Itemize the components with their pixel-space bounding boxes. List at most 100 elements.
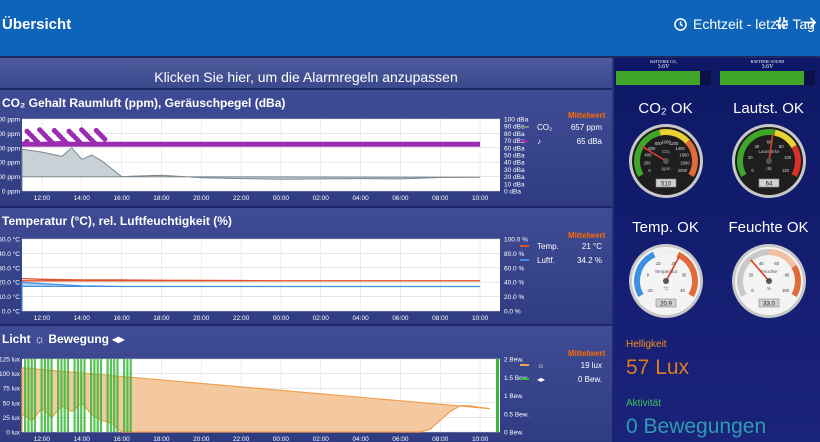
co2-sound-chart: 2500 ppm 2000 ppm 1500 ppm 1000 ppm 500 ppm 0…: [0, 117, 603, 203]
gauge-tick: 400: [644, 153, 652, 158]
gauge-tick: 600: [648, 146, 656, 151]
gauge-readout: 510: [661, 182, 672, 188]
gauge-tick: 80: [785, 273, 790, 278]
gauge-tick: 200: [644, 160, 652, 165]
app-header: Übersicht Echtzeit - letzte Tag: [0, 0, 820, 56]
legend-name: CO₂: [537, 123, 552, 132]
x-tick: 16:00: [113, 195, 130, 202]
gauge-needle: [665, 255, 680, 282]
temp-legend-head: Mittelwert: [568, 231, 606, 240]
gauge-hub: [766, 278, 772, 284]
gauge-hub: [766, 158, 772, 164]
motion-bar: [496, 359, 499, 432]
x-tick: 18:00: [153, 195, 170, 202]
x-tick: 12:00: [34, 315, 51, 322]
x-tick: 06:00: [392, 195, 409, 202]
y-tick-left: 1000 ppm: [0, 160, 20, 167]
motion-bar: [30, 359, 33, 432]
y-tick-left: 40.0 °C: [0, 250, 20, 258]
motion-bar: [90, 359, 93, 432]
gauge-unit: ppm: [662, 166, 671, 171]
gauge-tick: 0: [751, 168, 754, 173]
y-tick-right: 40 dBa: [504, 160, 525, 167]
collapse-icon[interactable]: [776, 17, 788, 29]
gauge-tick: 30: [682, 273, 687, 278]
time-range-selector[interactable]: Echtzeit - letzte Tag: [674, 16, 815, 32]
x-tick: 04:00: [352, 315, 369, 322]
brightness-label: Helligkeit: [626, 339, 667, 350]
battery-co2-bar: [616, 71, 700, 85]
light-series-area: [21, 367, 491, 433]
y-tick-left: 30.0 °C: [0, 264, 20, 272]
battery-co2-empty: [699, 71, 711, 85]
gauge-tick: 100: [782, 288, 790, 293]
y-tick-left: 20.0 °C: [0, 279, 20, 287]
y-tick-left: 500 ppm: [0, 174, 20, 181]
x-tick: 22:00: [233, 195, 250, 202]
x-tick: 00:00: [273, 436, 290, 442]
gauge-tick: 0: [647, 273, 650, 278]
gauge-band: [652, 249, 680, 258]
gauge-unit: %: [767, 286, 771, 291]
motion-bar: [76, 359, 79, 432]
x-tick: 02:00: [313, 315, 330, 322]
status-sidebar: BATTERIE CO₂ 3.6V BATTERIE SOUND 3.6V CO…: [614, 58, 820, 442]
gauge-tick: 1000: [661, 140, 671, 145]
temp-humidity-panel: Temperatur (°C), rel. Luftfeuchtigkeit (…: [0, 206, 612, 324]
y-tick-right: 60 dBa: [504, 145, 525, 152]
y-tick-right: 50 dBa: [504, 153, 525, 160]
y-tick-right: 90 dBa: [504, 124, 525, 131]
x-tick: 18:00: [153, 315, 170, 322]
motion-bar: [24, 359, 27, 432]
x-tick: 20:00: [193, 436, 210, 442]
motion-bar: [50, 359, 53, 432]
gauge-tick: 10: [656, 261, 661, 266]
y-tick-left: 1500 ppm: [0, 145, 20, 152]
clock-icon: [674, 17, 687, 31]
sound-point: [35, 139, 41, 145]
y-tick-right: 100.0 %: [504, 237, 528, 244]
temp-series-line: [21, 277, 481, 282]
gauge-readout-box: [655, 298, 677, 308]
co2-sound-panel-title: CO₂ Gehalt Raumluft (ppm), Geräuschpegel…: [2, 96, 286, 110]
gauge-tick: 1800: [680, 160, 690, 165]
legend-value: 0 Bew.: [578, 375, 602, 384]
motion-bar: [106, 359, 109, 432]
y-tick-right: 10 dBa: [504, 181, 525, 188]
legend-value: 65 dBa: [577, 137, 603, 146]
gauge-tick: 0: [648, 168, 651, 173]
gauge-unit: dB: [766, 166, 772, 171]
gauge-unit: °C: [663, 286, 669, 291]
gauge-readout: 33.0: [763, 302, 775, 308]
gauge-tick: 800: [655, 141, 663, 146]
x-tick: 10:00: [472, 315, 489, 322]
sound-point: [64, 140, 70, 147]
gauge-readout: 64: [766, 182, 773, 188]
arrow-right-icon[interactable]: [804, 16, 817, 29]
gauge-tick: 40: [754, 144, 759, 149]
gauge-band: [685, 139, 698, 177]
motion-bar: [116, 359, 119, 432]
y-tick-right: 2 Bew.: [504, 357, 524, 364]
gauge-tick: 60: [767, 140, 772, 145]
battery-sound: BATTERIE SOUND 3.6V: [718, 58, 817, 86]
battery-sound-value: 3.6V: [761, 64, 774, 70]
x-tick: 06:00: [392, 436, 409, 442]
battery-sound-bar: [720, 71, 804, 85]
legend-value: 21 °C: [582, 242, 602, 251]
plot-area: [22, 239, 500, 311]
y-tick-right: 20 dBa: [504, 174, 525, 181]
gauge-needle: [750, 259, 770, 282]
alarm-rules-link[interactable]: Klicken Sie hier, um die Alarmregeln anz…: [0, 58, 612, 88]
motion-bar: [93, 359, 96, 432]
sound-point: [49, 140, 55, 146]
gauge-band: [737, 249, 770, 297]
sound-point: [77, 139, 83, 145]
gauge-tick: 40: [759, 261, 764, 266]
motion-bar: [80, 359, 83, 432]
activity-value: 0 Bewegungen: [626, 415, 767, 438]
y-tick-right: 0 Bew.: [504, 430, 524, 437]
sound-gauge: 0 20 40 60 80 100 120 Lautstärke dB 64: [732, 124, 806, 198]
gauge-tick: 1400: [675, 146, 685, 151]
